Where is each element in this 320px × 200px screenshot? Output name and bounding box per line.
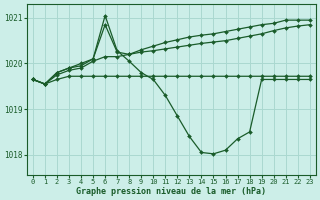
X-axis label: Graphe pression niveau de la mer (hPa): Graphe pression niveau de la mer (hPa): [76, 187, 266, 196]
